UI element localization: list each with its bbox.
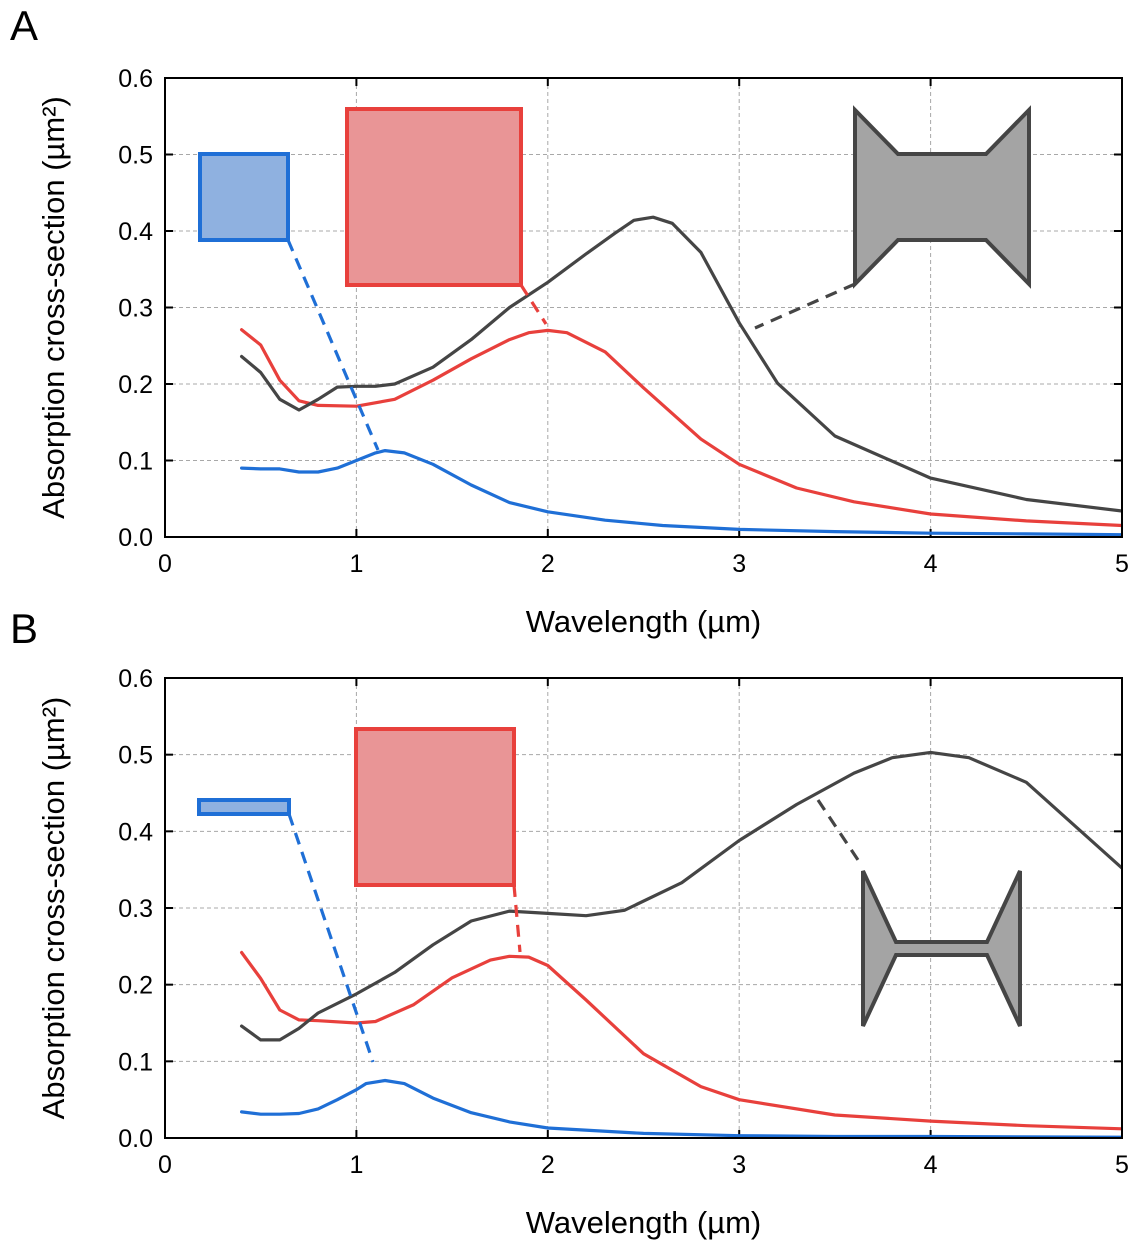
x-axis-label: Wavelength (µm) (526, 1205, 762, 1240)
axes-frame (164, 677, 1123, 1139)
x-tick-label: 4 (924, 550, 938, 578)
blue-series-line (240, 449, 1122, 537)
red-series-line (240, 950, 1122, 1131)
blue-series-line (240, 1078, 1122, 1138)
blue-particle-inset (197, 798, 291, 816)
y-axis-label: Absorption cross-section (µm²) (36, 697, 71, 1120)
plot-area (240, 750, 1122, 1138)
inset-leader-line (512, 884, 522, 953)
y-tick-label: 0.0 (118, 1125, 153, 1153)
chart-panel-b: B 0 1 2 3 4 5 0.0 0.1 0.2 0.3 0.4 0.5 0.6 Wavelength (… (10, 605, 1129, 1240)
x-tick-label: 5 (1115, 550, 1129, 578)
inset-leader-line (287, 813, 375, 1063)
x-tick-label: 3 (732, 1151, 746, 1179)
x-tick-label: 3 (732, 550, 746, 578)
inset-leader-line (754, 282, 856, 330)
plot-area (240, 215, 1122, 537)
y-axis-label: Absorption cross-section (µm²) (36, 96, 71, 519)
panel-label: B (10, 605, 38, 652)
y-tick-label: 0.3 (118, 895, 153, 923)
red-particle-inset (345, 107, 523, 287)
red-particle-inset (354, 727, 516, 887)
panel-label: A (10, 2, 38, 49)
axes-frame (164, 77, 1123, 538)
y-tick-label: 0.1 (118, 448, 153, 476)
y-tick-label: 0.3 (118, 295, 153, 323)
y-tick-label: 0.5 (118, 142, 153, 170)
x-axis-label: Wavelength (µm) (526, 604, 762, 639)
x-tick-label: 4 (924, 1151, 938, 1179)
x-tick-label: 5 (1115, 1151, 1129, 1179)
y-tick-label: 0.5 (118, 742, 153, 770)
x-tick-label: 1 (349, 550, 363, 578)
chart-panel-a: A 0 1 2 3 4 5 0.0 0.1 0.2 0.3 0.4 0.5 0.6 Wavelength (… (10, 2, 1129, 639)
dark-series-line (240, 215, 1122, 513)
y-tick-label: 0.0 (118, 524, 153, 552)
inset-leader-line (519, 284, 548, 325)
y-tick-label: 0.4 (118, 818, 153, 846)
dark-bowtie-inset (861, 870, 1022, 1027)
red-series-line (240, 328, 1122, 528)
y-tick-label: 0.1 (118, 1048, 153, 1076)
x-tick-label: 2 (541, 550, 555, 578)
x-tick-label: 1 (349, 1151, 363, 1179)
inset-leader-line (286, 239, 380, 451)
y-tick-label: 0.6 (118, 65, 153, 93)
y-tick-label: 0.2 (118, 371, 153, 399)
dark-bowtie-inset (853, 105, 1031, 289)
inset-leader-line (816, 799, 864, 867)
y-tick-label: 0.2 (118, 972, 153, 1000)
y-tick-label: 0.4 (118, 218, 153, 246)
dark-series-line (240, 750, 1122, 1042)
y-tick-label: 0.6 (118, 665, 153, 693)
blue-particle-inset (198, 152, 290, 242)
x-tick-label: 2 (541, 1151, 555, 1179)
x-tick-label: 0 (158, 1151, 172, 1179)
x-tick-label: 0 (158, 550, 172, 578)
